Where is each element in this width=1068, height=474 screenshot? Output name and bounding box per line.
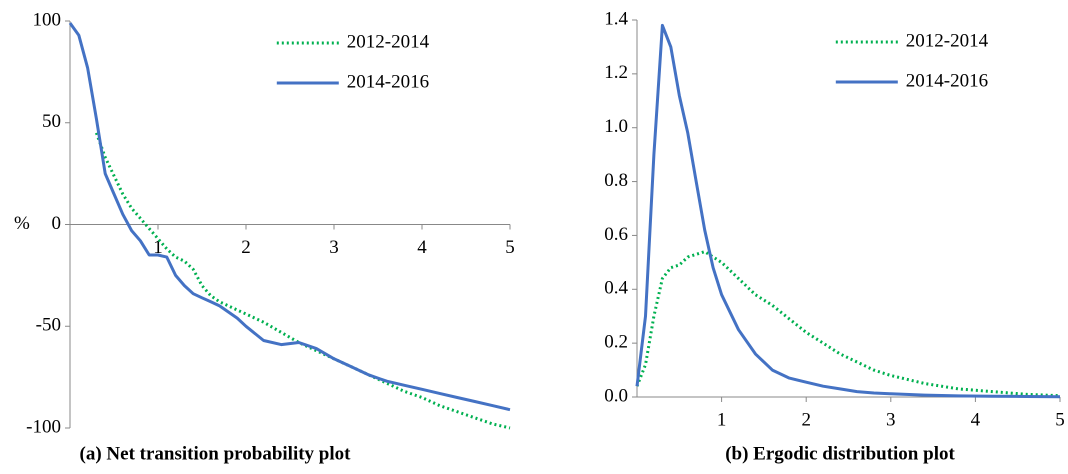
x-tick-label: 3 (886, 409, 896, 430)
x-tick-label: 5 (505, 237, 515, 258)
y-tick-label: 0.6 (604, 224, 628, 245)
legend-label: 2014-2016 (347, 71, 429, 92)
x-tick-label: 3 (329, 237, 339, 258)
y-tick-label: 0.8 (604, 170, 628, 191)
series-line (635, 250, 1061, 398)
x-tick-label: 4 (971, 409, 981, 430)
chart-title: (b) Ergodic distribution plot (725, 443, 955, 464)
legend-label: 2012-2014 (906, 30, 989, 51)
y-axis-label: % (14, 213, 30, 234)
series-line (68, 22, 511, 412)
y-tick-label: -100 (26, 416, 61, 437)
x-tick-label: 1 (717, 409, 727, 430)
legend-label: 2014-2016 (906, 70, 988, 91)
y-tick-label: 0.2 (604, 332, 628, 353)
legend-label: 2012-2014 (347, 31, 430, 52)
series-line (635, 23, 1061, 399)
x-tick-label: 2 (801, 409, 811, 430)
y-tick-label: -50 (36, 315, 61, 336)
y-tick-label: 0.4 (604, 278, 628, 299)
y-tick-label: 1.2 (604, 62, 628, 83)
x-tick-label: 5 (1055, 409, 1065, 430)
y-tick-label: 0 (52, 213, 62, 234)
series-line (94, 132, 511, 430)
chart-title: (a) Net transition probability plot (80, 443, 352, 464)
y-tick-label: 1.4 (604, 8, 628, 29)
y-tick-label: 1.0 (604, 116, 628, 137)
x-tick-label: 2 (241, 237, 251, 258)
y-tick-label: 100 (33, 9, 62, 30)
y-tick-label: 0.0 (604, 385, 628, 406)
x-tick-label: 1 (153, 237, 163, 258)
x-tick-label: 4 (417, 237, 427, 258)
y-tick-label: 50 (42, 111, 61, 132)
